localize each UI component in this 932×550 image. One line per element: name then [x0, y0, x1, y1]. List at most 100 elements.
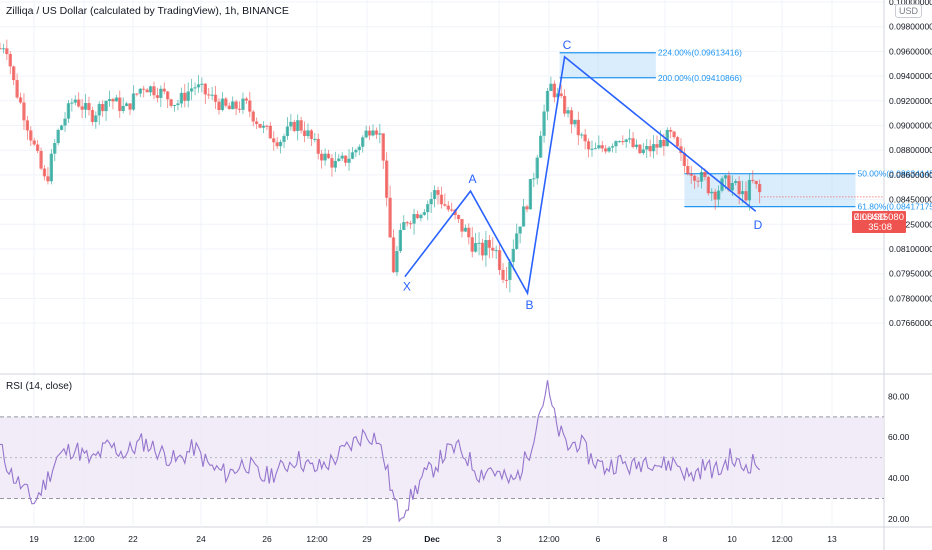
candle-body	[296, 120, 300, 131]
rsi-line	[0, 380, 761, 523]
candle-body	[357, 146, 361, 151]
time-axis-label: 3	[497, 534, 502, 544]
candle-body	[340, 155, 344, 159]
price-axis-label: 0.07660000	[889, 318, 932, 328]
candle-body	[593, 148, 598, 150]
pattern-point-label: C	[563, 38, 572, 52]
candle-body	[111, 99, 115, 102]
candle-body	[196, 84, 201, 88]
candle-body	[641, 149, 645, 154]
candle-body	[419, 214, 423, 219]
candle-body	[521, 206, 526, 227]
candle-body	[77, 99, 81, 107]
candle-body	[473, 243, 478, 252]
candle-body	[723, 175, 728, 179]
candle-body	[5, 48, 9, 55]
candle-body	[658, 140, 663, 148]
candle-body	[693, 175, 697, 181]
candle-body	[210, 94, 214, 96]
candle-body	[758, 184, 762, 193]
candle-body	[268, 125, 272, 139]
candle-body	[740, 191, 745, 195]
candle-body	[528, 179, 533, 210]
time-axis-label: 19	[29, 534, 39, 544]
candle-body	[408, 223, 413, 225]
pattern-point-label: A	[469, 172, 477, 186]
candle-body	[542, 111, 546, 136]
candle-body	[381, 133, 385, 161]
candle-body	[552, 83, 557, 98]
candle-body	[525, 206, 529, 210]
candle-body	[456, 215, 461, 220]
candle-body	[621, 141, 625, 143]
rsi-axis-label: 80.00	[888, 391, 910, 401]
candle-body	[29, 130, 33, 141]
candle-body	[511, 248, 515, 262]
candle-body	[569, 110, 574, 125]
currency-button[interactable]: USD	[895, 4, 923, 18]
candle-body	[388, 197, 392, 238]
candle-body	[121, 105, 125, 111]
candle-body	[155, 95, 160, 98]
candle-body	[138, 88, 142, 94]
candle-body	[142, 88, 146, 90]
candle-body	[114, 97, 118, 102]
candle-body	[224, 98, 228, 106]
rsi-axis-label: 60.00	[888, 432, 910, 442]
candle-body	[655, 144, 659, 148]
candle-body	[614, 141, 618, 147]
candle-body	[429, 198, 433, 205]
candle-body	[378, 133, 382, 135]
candle-body	[604, 148, 608, 152]
candle-body	[566, 110, 570, 114]
candle-body	[42, 168, 47, 177]
rsi-indicator-label[interactable]: RSI (14, close)	[6, 381, 73, 392]
candle-body	[343, 155, 348, 163]
candle-body	[213, 94, 218, 102]
candle-body	[248, 100, 252, 112]
time-axis-label: 26	[262, 534, 272, 544]
candle-body	[354, 150, 358, 153]
candle-body	[337, 158, 341, 161]
candle-body	[162, 88, 166, 92]
candle-body	[648, 146, 652, 152]
candle-body	[39, 150, 43, 169]
candle-body	[586, 141, 591, 150]
candle-body	[22, 102, 26, 121]
candle-body	[1, 48, 6, 50]
candle-body	[302, 130, 307, 137]
candle-body	[282, 136, 286, 142]
candle-body	[350, 152, 355, 159]
candle-body	[610, 146, 615, 148]
price-axis-label: 0.08450000	[889, 195, 932, 205]
candle-body	[590, 148, 594, 150]
candle-body	[463, 227, 468, 232]
candle-body	[53, 143, 57, 154]
candle-body	[118, 97, 122, 111]
candle-body	[32, 140, 36, 145]
rsi-axis-label: 40.00	[888, 473, 910, 483]
fib-level-label: 61.80%(0.08417175)	[857, 202, 932, 212]
candle-body	[333, 160, 337, 168]
candle-body	[675, 137, 680, 147]
candle-body	[131, 93, 136, 110]
candle-body	[217, 101, 221, 111]
time-axis-label: 6	[596, 534, 601, 544]
candle-body	[545, 90, 550, 112]
candle-body	[515, 233, 519, 249]
candle-body	[94, 115, 98, 122]
candle-body	[207, 94, 211, 96]
candle-body	[15, 80, 19, 98]
candle-body	[186, 91, 190, 101]
candle-body	[258, 123, 262, 128]
candle-body	[744, 191, 748, 201]
time-axis-label: 13	[827, 534, 837, 544]
fib-zone	[684, 173, 856, 207]
candle-body	[73, 99, 77, 103]
candle-body	[737, 181, 741, 195]
candle-body	[272, 138, 276, 143]
candle-body	[275, 142, 279, 147]
candle-body	[617, 141, 622, 143]
candle-body	[669, 129, 673, 132]
